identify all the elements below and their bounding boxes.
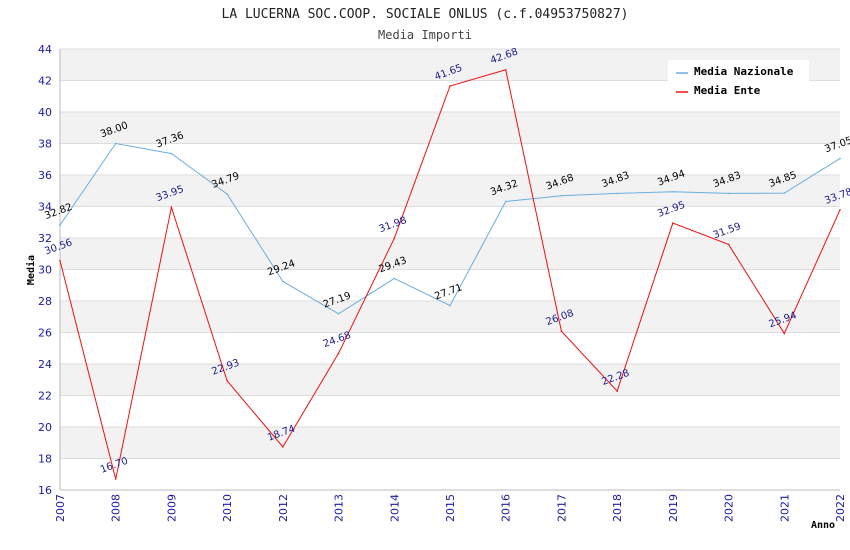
legend: Media Nazionale Media Ente <box>668 60 809 102</box>
chart-subtitle: Media Importi <box>378 28 472 42</box>
data-point <box>616 192 618 195</box>
x-tick-label: 2013 <box>333 494 346 522</box>
data-point <box>504 68 507 71</box>
y-tick-label: 22 <box>38 390 52 403</box>
y-tick-label: 20 <box>38 421 52 434</box>
data-point <box>59 259 61 262</box>
data-label: 31.98 <box>378 215 409 235</box>
y-tick-label: 42 <box>38 75 52 88</box>
data-point <box>114 478 117 480</box>
y-tick-label: 34 <box>38 201 52 214</box>
data-point <box>672 222 674 224</box>
data-point <box>114 142 117 145</box>
data-point <box>783 332 786 335</box>
legend-label-media-ente: Media Ente <box>694 84 761 97</box>
x-tick-label: 2008 <box>110 494 123 522</box>
legend-box <box>668 60 809 102</box>
y-tick-label: 24 <box>38 358 52 371</box>
y-tick-label: 26 <box>38 327 52 340</box>
data-point <box>282 446 284 448</box>
data-label: 27.71 <box>433 282 464 302</box>
y-axis-label: Media <box>25 255 37 285</box>
data-point <box>170 206 173 209</box>
grid-band <box>60 175 840 207</box>
y-tick-label: 36 <box>38 169 52 182</box>
x-tick-label: 2021 <box>778 494 791 522</box>
grid-bands <box>60 49 840 459</box>
x-tick-label: 2007 <box>54 494 67 522</box>
x-tick-label: 2017 <box>555 494 568 522</box>
x-tick-label: 2012 <box>277 494 290 522</box>
x-tick-label: 2015 <box>444 494 457 522</box>
x-tick-label: 2019 <box>667 494 680 522</box>
x-tick-label: 2018 <box>611 494 624 522</box>
data-point <box>282 280 284 283</box>
data-point <box>727 192 730 195</box>
x-tick-label: 2010 <box>221 494 234 522</box>
grid-band <box>60 364 840 396</box>
data-point <box>560 330 563 333</box>
data-point <box>337 352 340 355</box>
grid-band <box>60 112 840 144</box>
y-tick-label: 38 <box>38 138 52 151</box>
y-tick-label: 28 <box>38 295 52 308</box>
y-tick-label: 44 <box>38 43 52 56</box>
chart-title: LA LUCERNA SOC.COOP. SOCIALE ONLUS (c.f.… <box>222 7 629 22</box>
legend-label-media-nazionale: Media Nazionale <box>694 65 794 78</box>
x-tick-label: 2016 <box>500 494 513 522</box>
data-point <box>839 157 841 160</box>
data-point <box>59 224 61 226</box>
data-point <box>449 304 451 307</box>
data-point <box>170 152 173 155</box>
x-tick-labels: 2007 2008 2009 2010 2012 2013 2014 2015 2016 2017… <box>54 494 847 522</box>
data-point <box>226 193 228 195</box>
x-tick-label: 2009 <box>165 494 178 522</box>
y-tick-label: 30 <box>38 264 52 277</box>
data-point <box>839 209 841 211</box>
x-tick-label: 2022 <box>834 494 847 522</box>
y-tick-label: 32 <box>38 232 52 245</box>
x-axis-label: Anno <box>811 520 835 531</box>
grid-band <box>60 427 840 459</box>
data-point <box>560 194 563 197</box>
data-point <box>393 237 396 240</box>
data-point <box>449 85 451 87</box>
data-point <box>504 200 507 203</box>
data-point <box>226 380 228 382</box>
data-point <box>337 312 340 315</box>
y-tick-label: 18 <box>38 453 52 466</box>
y-tick-label: 40 <box>38 106 52 119</box>
data-point <box>393 277 396 280</box>
y-tick-label: 16 <box>38 484 52 497</box>
data-point <box>616 390 618 392</box>
y-tick-labels: 16 18 20 22 24 26 28 30 32 34 36 38 40 42 44 <box>38 43 52 497</box>
data-point <box>783 192 786 194</box>
x-tick-label: 2014 <box>388 494 401 522</box>
x-tick-label: 2020 <box>723 494 736 522</box>
series-layer <box>59 68 841 480</box>
data-point <box>672 190 674 193</box>
data-point <box>727 243 730 246</box>
